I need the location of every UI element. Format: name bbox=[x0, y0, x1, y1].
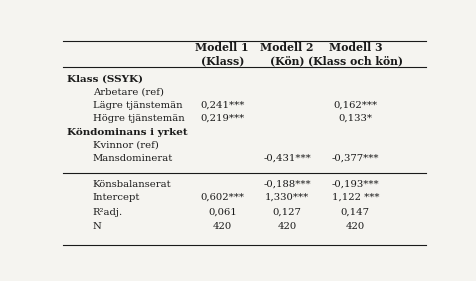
Text: 420: 420 bbox=[212, 223, 231, 232]
Text: Arbetare (ref): Arbetare (ref) bbox=[93, 88, 164, 97]
Text: Intercept: Intercept bbox=[93, 192, 140, 201]
Text: 0,162***: 0,162*** bbox=[333, 101, 377, 110]
Text: N: N bbox=[93, 223, 101, 232]
Text: 1,330***: 1,330*** bbox=[264, 192, 308, 201]
Text: R²adj.: R²adj. bbox=[93, 208, 123, 217]
Text: (Kön): (Kön) bbox=[269, 55, 304, 66]
Text: 0,127: 0,127 bbox=[272, 208, 301, 217]
Text: 0,241***: 0,241*** bbox=[199, 101, 244, 110]
Text: 0,061: 0,061 bbox=[208, 208, 236, 217]
Text: Kvinnor (ref): Kvinnor (ref) bbox=[93, 140, 159, 149]
Text: Klass (SSYK): Klass (SSYK) bbox=[67, 75, 143, 84]
Text: 420: 420 bbox=[345, 223, 364, 232]
Text: -0,193***: -0,193*** bbox=[331, 180, 378, 189]
Text: Högre tjänstemän: Högre tjänstemän bbox=[93, 114, 184, 123]
Text: 0,133*: 0,133* bbox=[337, 114, 372, 123]
Text: 0,147: 0,147 bbox=[340, 208, 369, 217]
Text: Mansdominerat: Mansdominerat bbox=[93, 154, 173, 163]
Text: 1,122 ***: 1,122 *** bbox=[331, 192, 378, 201]
Text: -0,188***: -0,188*** bbox=[263, 180, 310, 189]
Text: 0,219***: 0,219*** bbox=[200, 114, 244, 123]
Text: Könsbalanserat: Könsbalanserat bbox=[93, 180, 171, 189]
Text: Modell 2: Modell 2 bbox=[260, 42, 313, 53]
Text: -0,431***: -0,431*** bbox=[263, 154, 310, 163]
Text: 0,602***: 0,602*** bbox=[200, 192, 244, 201]
Text: Modell 1: Modell 1 bbox=[195, 42, 248, 53]
Text: -0,377***: -0,377*** bbox=[331, 154, 378, 163]
Text: Modell 3: Modell 3 bbox=[328, 42, 381, 53]
Text: 420: 420 bbox=[277, 223, 296, 232]
Text: Köndominans i yrket: Köndominans i yrket bbox=[67, 128, 187, 137]
Text: (Klass): (Klass) bbox=[200, 55, 243, 66]
Text: (Klass och kön): (Klass och kön) bbox=[307, 55, 402, 66]
Text: Lägre tjänstemän: Lägre tjänstemän bbox=[93, 101, 182, 110]
